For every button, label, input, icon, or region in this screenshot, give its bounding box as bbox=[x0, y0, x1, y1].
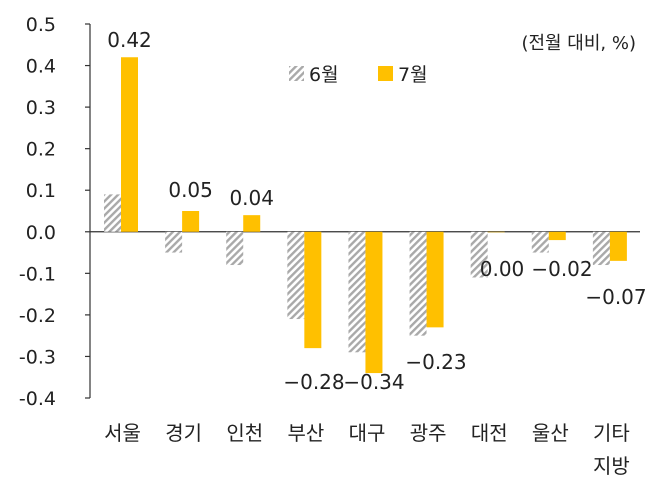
y-tick-label: -0.1 bbox=[19, 263, 56, 285]
y-tick-label: 0.1 bbox=[26, 180, 56, 202]
legend-label-jun: 6월 bbox=[309, 64, 339, 86]
bar-jul bbox=[182, 211, 200, 232]
y-tick-label: -0.4 bbox=[19, 388, 56, 410]
data-label-jul: −0.02 bbox=[531, 257, 592, 281]
category-label: 서울 bbox=[104, 421, 141, 445]
legend: 6월 7월 bbox=[289, 64, 428, 86]
y-tick-label: 0.5 bbox=[26, 14, 56, 36]
bar-jul bbox=[609, 231, 627, 261]
bar-jun bbox=[348, 231, 366, 353]
unit-note: (전월 대비, %) bbox=[521, 33, 636, 54]
bar-jun bbox=[104, 194, 121, 232]
bar-jul bbox=[243, 215, 261, 232]
data-label-jul: −0.28 bbox=[283, 370, 344, 394]
y-tick-label: -0.3 bbox=[19, 346, 56, 368]
axes: 0.5 0.4 0.3 0.2 0.1 0.0 -0.1 -0.2 -0.3 -0.4 bbox=[19, 14, 640, 410]
bar-jul bbox=[548, 231, 566, 241]
bar-jul bbox=[426, 231, 444, 328]
legend-label-jul: 7월 bbox=[398, 64, 428, 86]
bars bbox=[104, 57, 627, 374]
data-label-jul: 0.04 bbox=[229, 186, 274, 210]
data-label-jul: 0.42 bbox=[107, 28, 152, 52]
y-tick-label: 0.3 bbox=[26, 97, 56, 119]
category-label: 지방 bbox=[593, 454, 630, 478]
bar-jun bbox=[226, 231, 244, 266]
y-tick-label: -0.2 bbox=[19, 305, 56, 327]
bar-jul bbox=[487, 231, 505, 233]
category-label: 경기 bbox=[165, 421, 202, 445]
bar-jun bbox=[470, 231, 488, 278]
category-label: 부산 bbox=[287, 421, 324, 445]
bar-jun bbox=[592, 231, 610, 266]
legend-swatch-jul bbox=[378, 66, 393, 81]
y-tick-label: 0.0 bbox=[26, 222, 56, 244]
legend-swatch-jun bbox=[289, 66, 304, 81]
category-label: 대구 bbox=[349, 421, 386, 445]
bar-jun bbox=[531, 231, 549, 253]
bar-jul bbox=[365, 231, 383, 374]
bar-jun bbox=[287, 231, 305, 320]
category-label: 대전 bbox=[471, 421, 508, 445]
bar-jul bbox=[304, 231, 322, 349]
bar-jul bbox=[121, 57, 138, 232]
data-labels: 0.42 0.05 0.04 −0.28−0.34−0.23 0.00 −0.02 −0.0… bbox=[107, 28, 646, 394]
category-label: 광주 bbox=[410, 421, 447, 445]
data-label-jul: −0.23 bbox=[405, 350, 466, 374]
bar-jun bbox=[409, 231, 427, 336]
data-label-jul: 0.00 bbox=[480, 257, 525, 281]
category-label: 인천 bbox=[226, 421, 263, 445]
category-label: 울산 bbox=[532, 421, 569, 445]
data-label-jul: −0.07 bbox=[585, 285, 646, 309]
data-label-jul: 0.05 bbox=[168, 178, 213, 202]
category-label: 기타 bbox=[593, 421, 630, 445]
y-tick-label: 0.4 bbox=[26, 56, 56, 78]
data-label-jul: −0.34 bbox=[343, 370, 404, 394]
y-tick-label: 0.2 bbox=[26, 139, 56, 161]
bar-jun bbox=[165, 231, 183, 253]
